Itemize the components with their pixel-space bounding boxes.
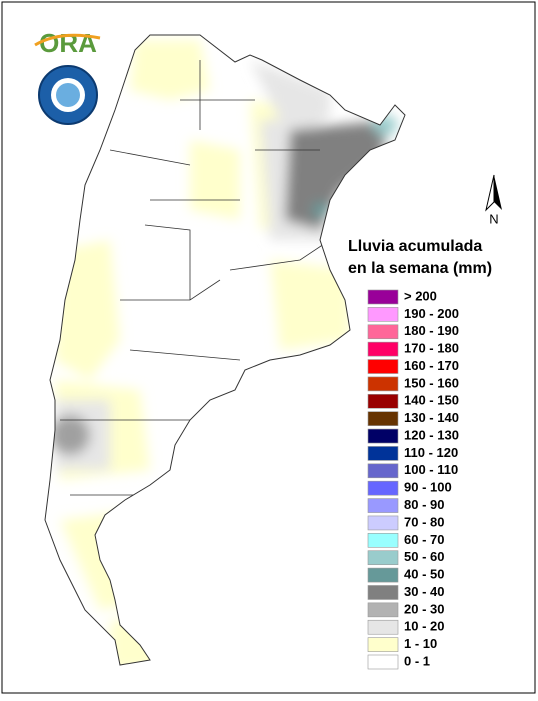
legend-swatch xyxy=(367,446,399,461)
legend-swatch xyxy=(367,324,399,340)
legend: > 200 190 - 200 180 - 190 170 - 180 160 - 17… xyxy=(367,288,459,670)
legend-title: Lluvia acumulada xyxy=(348,238,482,255)
legend-swatch xyxy=(367,533,399,548)
legend-swatch xyxy=(367,307,399,322)
legend-swatch xyxy=(367,567,399,583)
legend-label: 1 - 10 xyxy=(404,636,437,651)
legend-swatch xyxy=(367,602,399,618)
north-arrow: N xyxy=(485,174,502,226)
legend-swatch xyxy=(367,411,399,426)
legend-swatch xyxy=(367,498,399,513)
legend-label: 10 - 20 xyxy=(404,619,444,634)
legend-label: 80 - 90 xyxy=(404,497,444,512)
legend-label: 40 - 50 xyxy=(404,567,444,582)
legend-swatch xyxy=(367,480,399,496)
legend-swatch xyxy=(367,428,399,444)
legend-label: 190 - 200 xyxy=(404,306,459,321)
legend-swatch xyxy=(367,637,399,652)
legend-swatch xyxy=(367,289,399,305)
legend-swatch xyxy=(367,654,399,670)
north-label: N xyxy=(489,211,498,226)
legend-label: 160 - 170 xyxy=(404,358,459,373)
legend-label: 30 - 40 xyxy=(404,584,444,599)
legend-swatch xyxy=(367,550,399,566)
legend-swatch xyxy=(367,585,399,600)
legend-label: 60 - 70 xyxy=(404,532,444,547)
legend-swatch xyxy=(367,341,399,357)
legend-label: 50 - 60 xyxy=(404,549,444,564)
legend-swatch xyxy=(367,619,399,635)
legend-label: 140 - 150 xyxy=(404,393,459,408)
legend-label: 180 - 190 xyxy=(404,323,459,338)
legend-swatch xyxy=(367,376,399,392)
legend-swatch xyxy=(367,359,399,374)
legend-label: 0 - 1 xyxy=(404,653,430,668)
legend-label: 120 - 130 xyxy=(404,427,459,442)
logo-text: ORA xyxy=(39,28,97,58)
legend-title: en la semana (mm) xyxy=(348,260,492,277)
legend-label: 130 - 140 xyxy=(404,410,459,425)
legend-label: 90 - 100 xyxy=(404,480,452,495)
legend-label: > 200 xyxy=(404,288,437,303)
legend-swatch xyxy=(367,393,399,409)
legend-label: 110 - 120 xyxy=(404,445,458,460)
legend-label: 150 - 160 xyxy=(404,375,459,390)
legend-label: 20 - 30 xyxy=(404,601,444,616)
legend-swatch xyxy=(367,463,399,479)
legend-label: 100 - 110 xyxy=(404,462,458,477)
logo: ORA xyxy=(34,28,101,125)
legend-label: 170 - 180 xyxy=(404,341,459,356)
legend-label: 70 - 80 xyxy=(404,514,444,529)
legend-swatch xyxy=(367,515,399,531)
